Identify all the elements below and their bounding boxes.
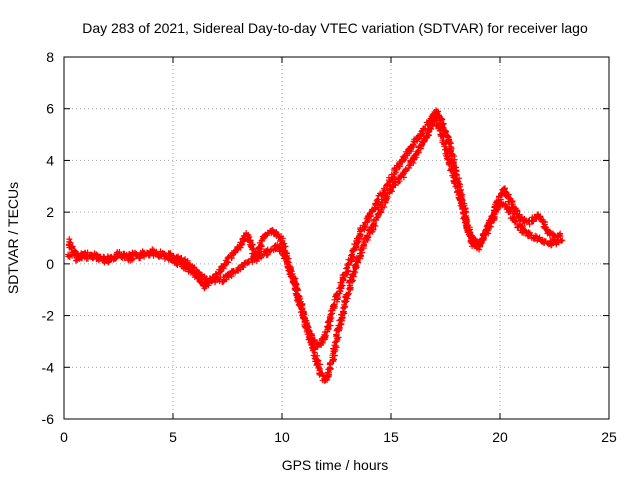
y-tick-label: 8 (46, 49, 54, 65)
y-axis-label: SDTVAR / TECUs (5, 182, 21, 294)
y-tick-label: 2 (46, 204, 54, 220)
y-tick-label: -6 (42, 411, 55, 427)
y-tick-label: 6 (46, 101, 54, 117)
series-track-b (66, 107, 564, 350)
x-tick-label: 0 (60, 429, 68, 445)
sdtvar-chart: 0 5 10 15 20 25 -6 -4 -2 0 2 4 6 8 Day 283 of 2021, S… (0, 0, 640, 480)
x-tick-label: 25 (601, 429, 617, 445)
x-tick-label: 20 (492, 429, 508, 445)
y-tick-label: -2 (42, 308, 55, 324)
y-tick-label: 0 (46, 256, 54, 272)
y-tick-label: -4 (42, 359, 55, 375)
y-tick-label: 4 (46, 152, 54, 168)
x-axis-label: GPS time / hours (282, 457, 389, 473)
x-tick-label: 10 (274, 429, 290, 445)
x-tick-label: 15 (383, 429, 399, 445)
tick-layer: 0 5 10 15 20 25 -6 -4 -2 0 2 4 6 8 (42, 49, 617, 445)
x-tick-label: 5 (169, 429, 177, 445)
chart-title: Day 283 of 2021, Sidereal Day-to-day VTE… (82, 20, 588, 36)
data-layer (65, 107, 565, 384)
data-points (66, 107, 564, 350)
